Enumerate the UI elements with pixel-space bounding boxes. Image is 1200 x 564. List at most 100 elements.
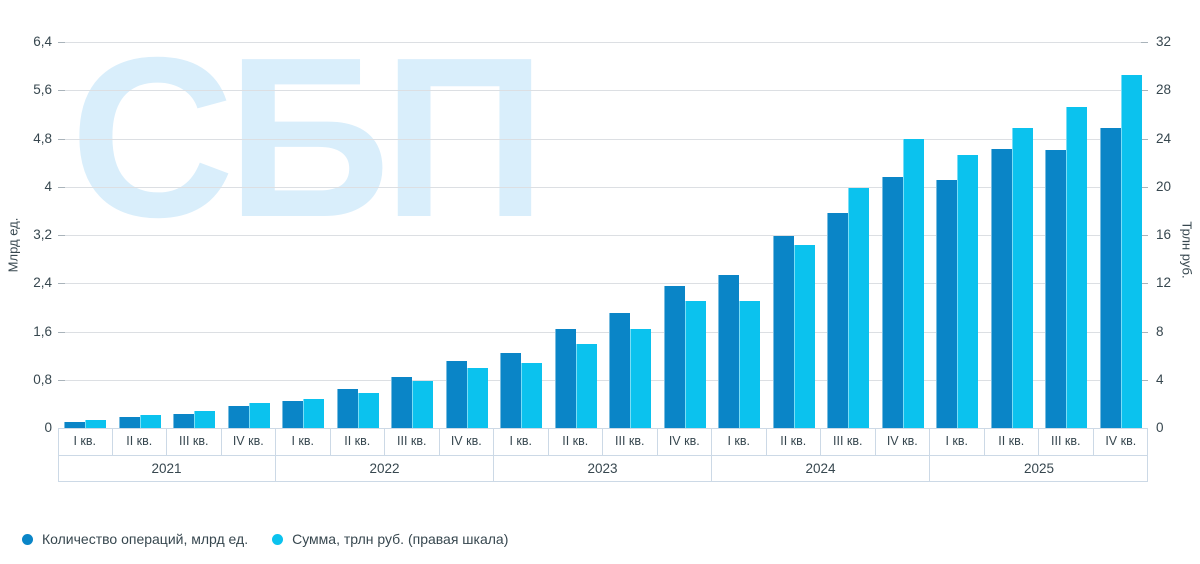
- x-axis-quarter-label: III кв.: [385, 428, 440, 455]
- x-axis-year-label: 2023: [494, 455, 712, 482]
- x-axis-quarter-label: II кв.: [331, 428, 385, 455]
- y-axis-tick-label-left: 1,6: [33, 323, 52, 339]
- x-axis-quarter-label: II кв.: [985, 428, 1039, 455]
- x-axis-quarter-label: IV кв.: [440, 428, 494, 455]
- bar-sum-2023-q3[interactable]: [630, 329, 651, 428]
- legend-label-operations: Количество операций, млрд ед.: [42, 531, 249, 547]
- gridline: [58, 235, 1148, 236]
- y-axis-tick-label-right: 32: [1156, 34, 1172, 49]
- axis-tick-left: [58, 331, 65, 333]
- y-axis-tick-label-left: 0: [44, 420, 52, 435]
- gridline: [58, 283, 1148, 285]
- bar-operations-2025-q3[interactable]: [1045, 150, 1066, 428]
- bar-operations-2021-q4[interactable]: [227, 405, 249, 428]
- x-axis-quarter-label: IV кв.: [658, 428, 712, 455]
- y-axis-tick-label-right: 24: [1156, 130, 1172, 146]
- bar-sum-2025-q4[interactable]: [1120, 74, 1142, 428]
- bar-sum-2022-q3[interactable]: [412, 381, 433, 428]
- x-axis-quarter-label: III кв.: [1039, 428, 1094, 455]
- x-axis-table-frame: [58, 428, 1148, 482]
- y-axis-tick-label-left: 0,8: [33, 371, 52, 387]
- x-axis-quarter-label: I кв.: [276, 428, 331, 455]
- x-axis-quarter-label: III кв.: [821, 428, 876, 455]
- x-axis-quarter-label: III кв.: [603, 428, 658, 455]
- bar-sum-2022-q4[interactable]: [466, 367, 488, 428]
- bar-operations-2025-q2[interactable]: [990, 148, 1012, 428]
- legend-item-sum[interactable]: Сумма, трлн руб. (правая шкала): [272, 530, 508, 548]
- bar-sum-2025-q3[interactable]: [1066, 107, 1087, 428]
- bar-operations-2021-q1[interactable]: [64, 422, 85, 428]
- x-axis-quarter-label: IV кв.: [876, 428, 930, 455]
- y-axis-tick-label-right: 12: [1156, 275, 1172, 291]
- axis-tick-right: [1141, 186, 1148, 188]
- y-axis-tick-label-right: 4: [1156, 371, 1164, 387]
- axis-tick-left: [58, 42, 65, 43]
- bar-sum-2024-q1[interactable]: [739, 301, 760, 428]
- x-axis-quarter-label: II кв.: [113, 428, 167, 455]
- bar-operations-2022-q4[interactable]: [445, 361, 467, 428]
- bar-operations-2024-q2[interactable]: [772, 236, 794, 428]
- bar-operations-2024-q4[interactable]: [881, 176, 903, 428]
- legend-dot-sum-icon: [272, 533, 284, 545]
- y-axis-tick-label-left: 5,6: [33, 82, 52, 98]
- bar-operations-2021-q2[interactable]: [118, 417, 140, 428]
- bar-operations-2023-q1[interactable]: [500, 352, 521, 428]
- axis-tick-left: [58, 90, 65, 92]
- bar-operations-2024-q3[interactable]: [827, 213, 848, 428]
- bar-operations-2022-q3[interactable]: [391, 377, 412, 428]
- bar-operations-2021-q3[interactable]: [173, 413, 194, 428]
- axis-tick-left: [58, 186, 65, 188]
- gridline: [58, 379, 1148, 381]
- y-axis-tick-label-right: 16: [1156, 227, 1172, 242]
- bar-operations-2025-q1[interactable]: [936, 179, 957, 428]
- y-axis-tick-label-left: 6,4: [33, 34, 52, 49]
- axis-tick-left: [58, 235, 65, 236]
- bar-sum-2025-q1[interactable]: [957, 155, 978, 428]
- axis-tick-right: [1141, 138, 1148, 140]
- bar-sum-2023-q4[interactable]: [684, 301, 706, 428]
- gridline: [58, 42, 1148, 43]
- y-axis-tick-label-left: 4,8: [33, 130, 52, 146]
- bar-sum-2024-q2[interactable]: [793, 244, 815, 428]
- bar-operations-2024-q1[interactable]: [718, 275, 739, 428]
- axis-tick-right: [1141, 235, 1148, 236]
- x-axis-quarter-label: III кв.: [167, 428, 222, 455]
- x-axis-quarter-label: II кв.: [767, 428, 821, 455]
- legend-label-sum: Сумма, трлн руб. (правая шкала): [292, 531, 509, 547]
- bar-operations-2022-q1[interactable]: [282, 400, 303, 428]
- bar-sum-2024-q4[interactable]: [902, 138, 924, 428]
- bar-sum-2023-q1[interactable]: [521, 362, 542, 428]
- gridline: [58, 186, 1148, 188]
- x-axis-quarter-label: I кв.: [58, 428, 113, 455]
- bar-sum-2021-q1[interactable]: [85, 419, 106, 428]
- bar-sum-2023-q2[interactable]: [575, 343, 597, 428]
- legend-item-operations[interactable]: Количество операций, млрд ед.: [22, 530, 248, 548]
- bar-sum-2022-q1[interactable]: [303, 399, 324, 428]
- bar-operations-2023-q3[interactable]: [609, 313, 630, 428]
- bar-sum-2021-q2[interactable]: [139, 414, 161, 428]
- bar-sum-2021-q4[interactable]: [248, 402, 270, 428]
- bar-operations-2025-q4[interactable]: [1099, 128, 1121, 428]
- bar-operations-2023-q4[interactable]: [663, 286, 685, 428]
- axis-tick-right: [1141, 42, 1148, 43]
- x-axis-row-divider: [58, 455, 1148, 456]
- bar-operations-2023-q2[interactable]: [554, 328, 576, 428]
- axis-tick-left: [58, 379, 65, 381]
- x-axis-year-label: 2021: [58, 455, 276, 482]
- x-axis-quarter-label: I кв.: [494, 428, 549, 455]
- y-axis-tick-label-right: 0: [1156, 420, 1164, 435]
- bar-sum-2024-q3[interactable]: [848, 188, 869, 428]
- bar-sum-2025-q2[interactable]: [1011, 127, 1033, 428]
- y-axis-tick-label-right: 20: [1156, 178, 1172, 194]
- bar-operations-2022-q2[interactable]: [336, 389, 358, 428]
- axis-tick-right: [1141, 90, 1148, 92]
- bar-sum-2021-q3[interactable]: [194, 411, 215, 428]
- x-axis-quarter-label: II кв.: [549, 428, 603, 455]
- y-axis-tick-label-left: 3,2: [33, 227, 52, 242]
- y-axis-title-right: Трлн руб.: [1179, 221, 1195, 279]
- bar-sum-2022-q2[interactable]: [357, 393, 379, 428]
- chart-legend: Количество операций, млрд ед. Сумма, трл…: [22, 530, 508, 548]
- y-axis-tick-label-left: 4: [44, 178, 52, 194]
